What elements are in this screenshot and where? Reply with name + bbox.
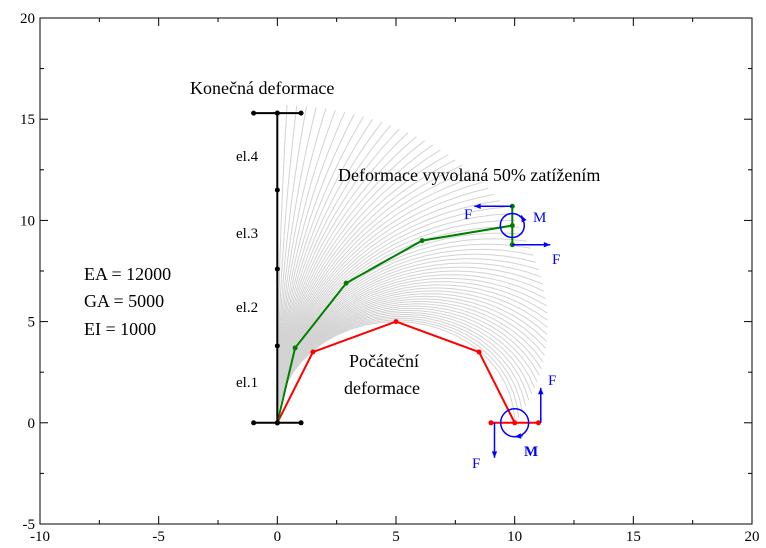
- series-point-0: [310, 349, 316, 355]
- final-crossbar-point: [251, 420, 257, 426]
- moment-arrow-bottom-head: [514, 433, 522, 439]
- y-tick-label: 20: [20, 11, 35, 27]
- force-arrow-top-right-head: [543, 242, 551, 248]
- element-label-2: el.2: [236, 300, 258, 316]
- deformation-history-fan: [276, 104, 548, 423]
- initial-end-point: [488, 420, 494, 426]
- series-point-0: [393, 319, 399, 325]
- load-symbols: [474, 203, 551, 458]
- final-crossbar-point: [274, 110, 280, 116]
- series-point-1: [419, 238, 425, 244]
- x-tick-label: -10: [30, 529, 50, 545]
- force-label-top-right: F: [552, 252, 560, 268]
- moment-circle-top: [499, 212, 526, 239]
- x-tick-label: 20: [745, 529, 760, 545]
- y-tick-label: -5: [23, 517, 36, 533]
- series-group: [251, 110, 541, 426]
- x-tick-label: -5: [152, 529, 165, 545]
- param-ga: GA = 5000: [84, 291, 164, 311]
- initial-deformation-label-2: deformace: [344, 378, 420, 398]
- initial-end-point: [535, 420, 541, 426]
- element-label-3: el.3: [236, 226, 258, 242]
- initial-deformation-label-1: Počáteční: [349, 351, 419, 371]
- x-tick-label: 15: [626, 529, 641, 545]
- series-point-2: [274, 343, 280, 349]
- param-ea: EA = 12000: [84, 264, 171, 284]
- y-tick-label: 0: [28, 416, 36, 432]
- param-ei: EI = 1000: [84, 319, 156, 339]
- force-arrow-bottom-right-head: [538, 387, 544, 395]
- final-crossbar-point: [274, 420, 280, 426]
- element-label-4: el.4: [236, 149, 259, 165]
- y-tick-label: 10: [20, 213, 35, 229]
- moment-label-top: M: [533, 210, 546, 226]
- final-crossbar-point: [251, 110, 257, 116]
- force-label-top-left: F: [464, 207, 472, 223]
- y-tick-label: 15: [20, 112, 35, 128]
- force-arrow-top-left-head: [474, 203, 481, 209]
- x-tick-label: 10: [507, 529, 522, 545]
- moment-label-bottom: M: [524, 444, 538, 460]
- series-point-2: [274, 187, 280, 193]
- final-crossbar-point: [298, 420, 304, 426]
- force-label-bottom-left: F: [472, 456, 480, 472]
- x-tick-label: 5: [392, 529, 400, 545]
- element-label-1: el.1: [236, 375, 258, 391]
- series-point-1: [292, 345, 298, 351]
- final-deformation-label: Konečná deformace: [190, 78, 334, 98]
- force-label-bottom-right: F: [548, 373, 556, 389]
- x-tick-label: 0: [274, 529, 282, 545]
- series-point-2: [274, 266, 280, 272]
- final-crossbar-point: [298, 110, 304, 116]
- half-load-label: Deformace vyvolaná 50% zatížením: [338, 165, 600, 185]
- moment-arrow-top-head: [521, 215, 527, 223]
- series-point-1: [343, 280, 349, 286]
- y-tick-label: 5: [28, 315, 36, 331]
- series-point-0: [476, 349, 482, 355]
- force-arrow-bottom-left-head: [491, 451, 498, 458]
